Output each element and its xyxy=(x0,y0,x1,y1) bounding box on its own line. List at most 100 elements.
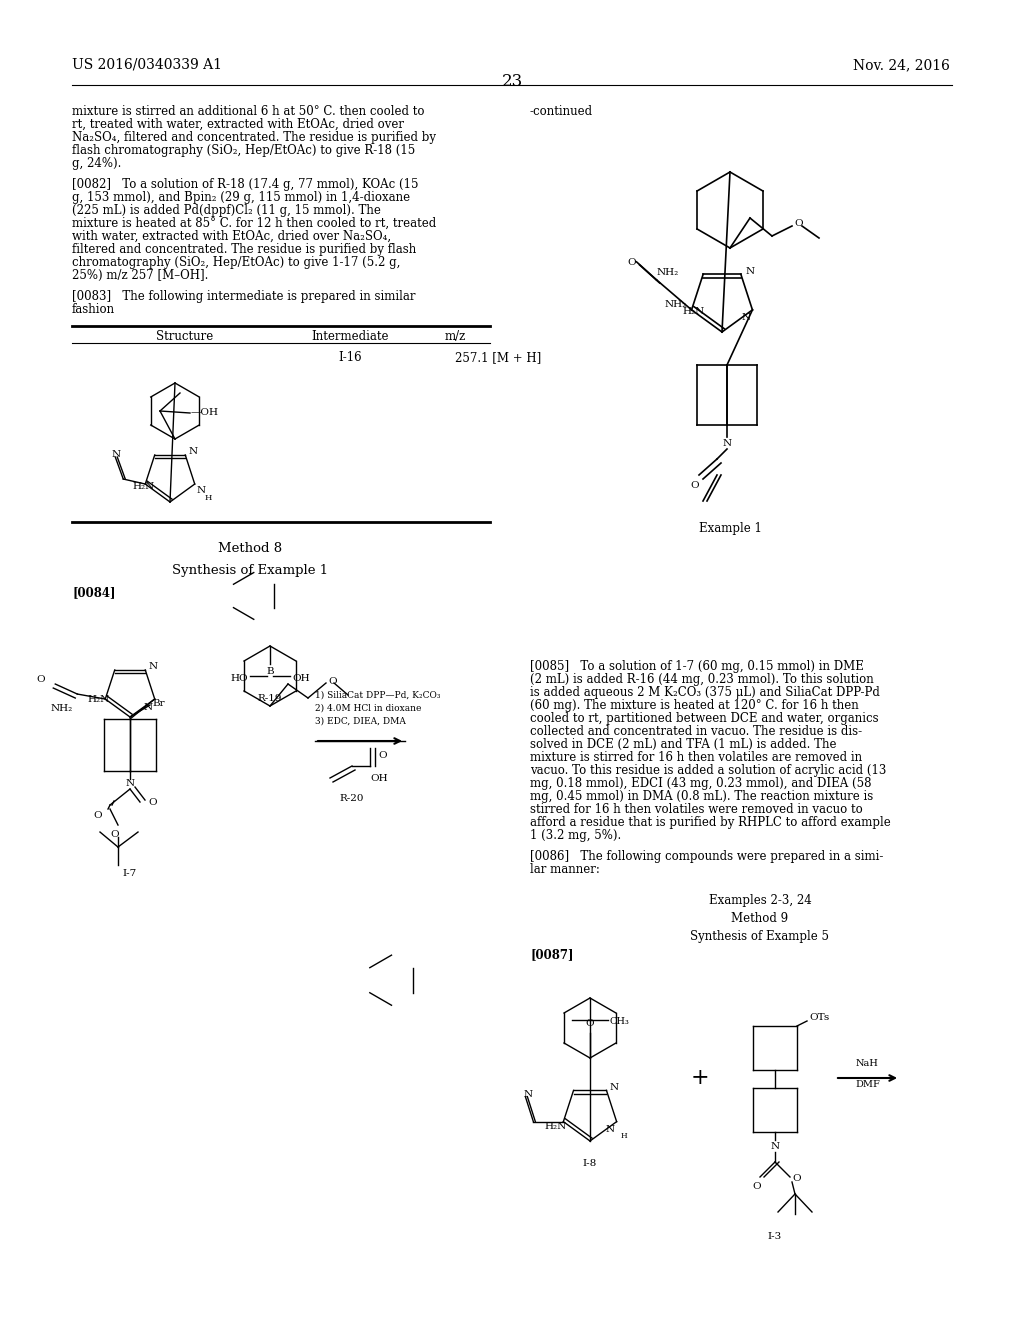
Text: N: N xyxy=(188,447,198,457)
Text: I-7: I-7 xyxy=(123,869,137,878)
Text: O: O xyxy=(628,257,636,267)
Text: afford a residue that is purified by RHPLC to afford example: afford a residue that is purified by RHP… xyxy=(530,816,891,829)
Text: Examples 2-3, 24: Examples 2-3, 24 xyxy=(709,894,811,907)
Text: B: B xyxy=(266,667,273,676)
Text: [0085]   To a solution of 1-7 (60 mg, 0.15 mmol) in DME: [0085] To a solution of 1-7 (60 mg, 0.15… xyxy=(530,660,864,673)
Text: H₂N: H₂N xyxy=(545,1122,566,1131)
Text: O: O xyxy=(328,676,337,685)
Text: collected and concentrated in vacuo. The residue is dis-: collected and concentrated in vacuo. The… xyxy=(530,725,862,738)
Text: 257.1 [M + H]: 257.1 [M + H] xyxy=(455,351,542,364)
Text: [0083]   The following intermediate is prepared in similar: [0083] The following intermediate is pre… xyxy=(72,290,416,304)
Text: N: N xyxy=(524,1089,532,1098)
Text: rt, treated with water, extracted with EtOAc, dried over: rt, treated with water, extracted with E… xyxy=(72,117,404,131)
Text: I-8: I-8 xyxy=(583,1159,597,1168)
Text: 23: 23 xyxy=(502,73,522,90)
Text: is added aqueous 2 M K₂CO₃ (375 μL) and SiliaCat DPP-Pd: is added aqueous 2 M K₂CO₃ (375 μL) and … xyxy=(530,686,880,700)
Text: Synthesis of Example 5: Synthesis of Example 5 xyxy=(690,931,829,942)
Text: mg, 0.18 mmol), EDCI (43 mg, 0.23 mmol), and DIEA (58: mg, 0.18 mmol), EDCI (43 mg, 0.23 mmol),… xyxy=(530,777,871,789)
Text: H₂N: H₂N xyxy=(682,308,705,317)
Text: Method 9: Method 9 xyxy=(731,912,788,925)
Text: mixture is stirred for 16 h then volatiles are removed in: mixture is stirred for 16 h then volatil… xyxy=(530,751,862,764)
Text: (225 mL) is added Pd(dppf)Cl₂ (11 g, 15 mmol). The: (225 mL) is added Pd(dppf)Cl₂ (11 g, 15 … xyxy=(72,205,381,216)
Text: [0082]   To a solution of R-18 (17.4 g, 77 mmol), KOAc (15: [0082] To a solution of R-18 (17.4 g, 77… xyxy=(72,178,419,191)
Text: NH₂: NH₂ xyxy=(665,301,686,309)
Text: m/z: m/z xyxy=(444,330,466,343)
Text: stirred for 16 h then volatiles were removed in vacuo to: stirred for 16 h then volatiles were rem… xyxy=(530,803,863,816)
Text: Synthesis of Example 1: Synthesis of Example 1 xyxy=(172,564,328,577)
Text: US 2016/0340339 A1: US 2016/0340339 A1 xyxy=(72,58,222,73)
Text: filtered and concentrated. The residue is purified by flash: filtered and concentrated. The residue i… xyxy=(72,243,416,256)
Text: O: O xyxy=(792,1173,801,1183)
Text: 1) SiliaCat DPP—Pd, K₂CO₃: 1) SiliaCat DPP—Pd, K₂CO₃ xyxy=(315,690,440,700)
Text: N: N xyxy=(609,1082,618,1092)
Text: N: N xyxy=(770,1142,779,1151)
Text: I-3: I-3 xyxy=(768,1232,782,1241)
Text: N: N xyxy=(148,663,158,672)
Text: N: N xyxy=(112,450,121,459)
Text: Example 1: Example 1 xyxy=(698,521,762,535)
Text: -continued: -continued xyxy=(530,106,593,117)
Text: g, 153 mmol), and Bpin₂ (29 g, 115 mmol) in 1,4-dioxane: g, 153 mmol), and Bpin₂ (29 g, 115 mmol)… xyxy=(72,191,411,205)
Text: flash chromatography (SiO₂, Hep/EtOAc) to give R-18 (15: flash chromatography (SiO₂, Hep/EtOAc) t… xyxy=(72,144,416,157)
Text: OTs: OTs xyxy=(809,1014,829,1023)
Text: g, 24%).: g, 24%). xyxy=(72,157,122,170)
Text: O: O xyxy=(148,797,157,807)
Text: DMF: DMF xyxy=(855,1080,880,1089)
Text: N: N xyxy=(723,440,731,447)
Text: chromatography (SiO₂, Hep/EtOAc) to give 1-17 (5.2 g,: chromatography (SiO₂, Hep/EtOAc) to give… xyxy=(72,256,400,269)
Text: O: O xyxy=(93,810,102,820)
Text: N: N xyxy=(741,313,751,322)
Text: 2) 4.0M HCl in dioxane: 2) 4.0M HCl in dioxane xyxy=(315,704,421,713)
Text: +: + xyxy=(690,1067,710,1089)
Text: N: N xyxy=(125,779,134,788)
Text: mixture is heated at 85° C. for 12 h then cooled to rt, treated: mixture is heated at 85° C. for 12 h the… xyxy=(72,216,436,230)
Text: I-16: I-16 xyxy=(338,351,361,364)
Text: H: H xyxy=(621,1131,628,1139)
Text: Nov. 24, 2016: Nov. 24, 2016 xyxy=(853,58,950,73)
Text: Structure: Structure xyxy=(157,330,214,343)
Text: NaH: NaH xyxy=(856,1059,879,1068)
Text: [0084]: [0084] xyxy=(72,586,116,599)
Text: NH₂: NH₂ xyxy=(50,704,73,713)
Text: —OH: —OH xyxy=(191,408,219,417)
Text: CH₃: CH₃ xyxy=(610,1016,630,1026)
Text: O: O xyxy=(690,480,699,490)
Text: mg, 0.45 mmol) in DMA (0.8 mL). The reaction mixture is: mg, 0.45 mmol) in DMA (0.8 mL). The reac… xyxy=(530,789,873,803)
Text: (60 mg). The mixture is heated at 120° C. for 16 h then: (60 mg). The mixture is heated at 120° C… xyxy=(530,700,859,711)
Text: vacuo. To this residue is added a solution of acrylic acid (13: vacuo. To this residue is added a soluti… xyxy=(530,764,887,777)
Text: H: H xyxy=(205,494,212,502)
Text: [0086]   The following compounds were prepared in a simi-: [0086] The following compounds were prep… xyxy=(530,850,884,863)
Text: HO: HO xyxy=(230,675,248,682)
Text: O: O xyxy=(111,830,120,840)
Text: N: N xyxy=(605,1125,614,1134)
Text: O: O xyxy=(378,751,387,760)
Text: O: O xyxy=(37,675,45,684)
Text: NH₂: NH₂ xyxy=(656,268,679,277)
Text: OH: OH xyxy=(370,774,388,783)
Text: 25%) m/z 257 [M–OH].: 25%) m/z 257 [M–OH]. xyxy=(72,269,208,282)
Text: R-19: R-19 xyxy=(258,694,283,704)
Text: mixture is stirred an additional 6 h at 50° C. then cooled to: mixture is stirred an additional 6 h at … xyxy=(72,106,425,117)
Text: Intermediate: Intermediate xyxy=(311,330,389,343)
Text: Br: Br xyxy=(152,700,165,708)
Text: R-20: R-20 xyxy=(340,795,365,803)
Text: (2 mL) is added R-16 (44 mg, 0.23 mmol). To this solution: (2 mL) is added R-16 (44 mg, 0.23 mmol).… xyxy=(530,673,873,686)
Text: O: O xyxy=(586,1019,594,1028)
Text: Na₂SO₄, filtered and concentrated. The residue is purified by: Na₂SO₄, filtered and concentrated. The r… xyxy=(72,131,436,144)
Text: 1 (3.2 mg, 5%).: 1 (3.2 mg, 5%). xyxy=(530,829,622,842)
Text: N: N xyxy=(143,704,153,711)
Text: Method 8: Method 8 xyxy=(218,543,282,554)
Text: with water, extracted with EtOAc, dried over Na₂SO₄,: with water, extracted with EtOAc, dried … xyxy=(72,230,391,243)
Text: H₂N: H₂N xyxy=(87,694,110,704)
Text: N: N xyxy=(197,486,206,495)
Text: lar manner:: lar manner: xyxy=(530,863,600,876)
Text: fashion: fashion xyxy=(72,304,115,315)
Text: O: O xyxy=(753,1181,761,1191)
Text: N: N xyxy=(745,267,755,276)
Text: O: O xyxy=(794,219,803,228)
Text: 3) EDC, DIEA, DMA: 3) EDC, DIEA, DMA xyxy=(315,717,406,726)
Text: cooled to rt, partitioned between DCE and water, organics: cooled to rt, partitioned between DCE an… xyxy=(530,711,879,725)
Text: H₂N: H₂N xyxy=(132,482,155,491)
Text: solved in DCE (2 mL) and TFA (1 mL) is added. The: solved in DCE (2 mL) and TFA (1 mL) is a… xyxy=(530,738,837,751)
Text: [0087]: [0087] xyxy=(530,948,573,961)
